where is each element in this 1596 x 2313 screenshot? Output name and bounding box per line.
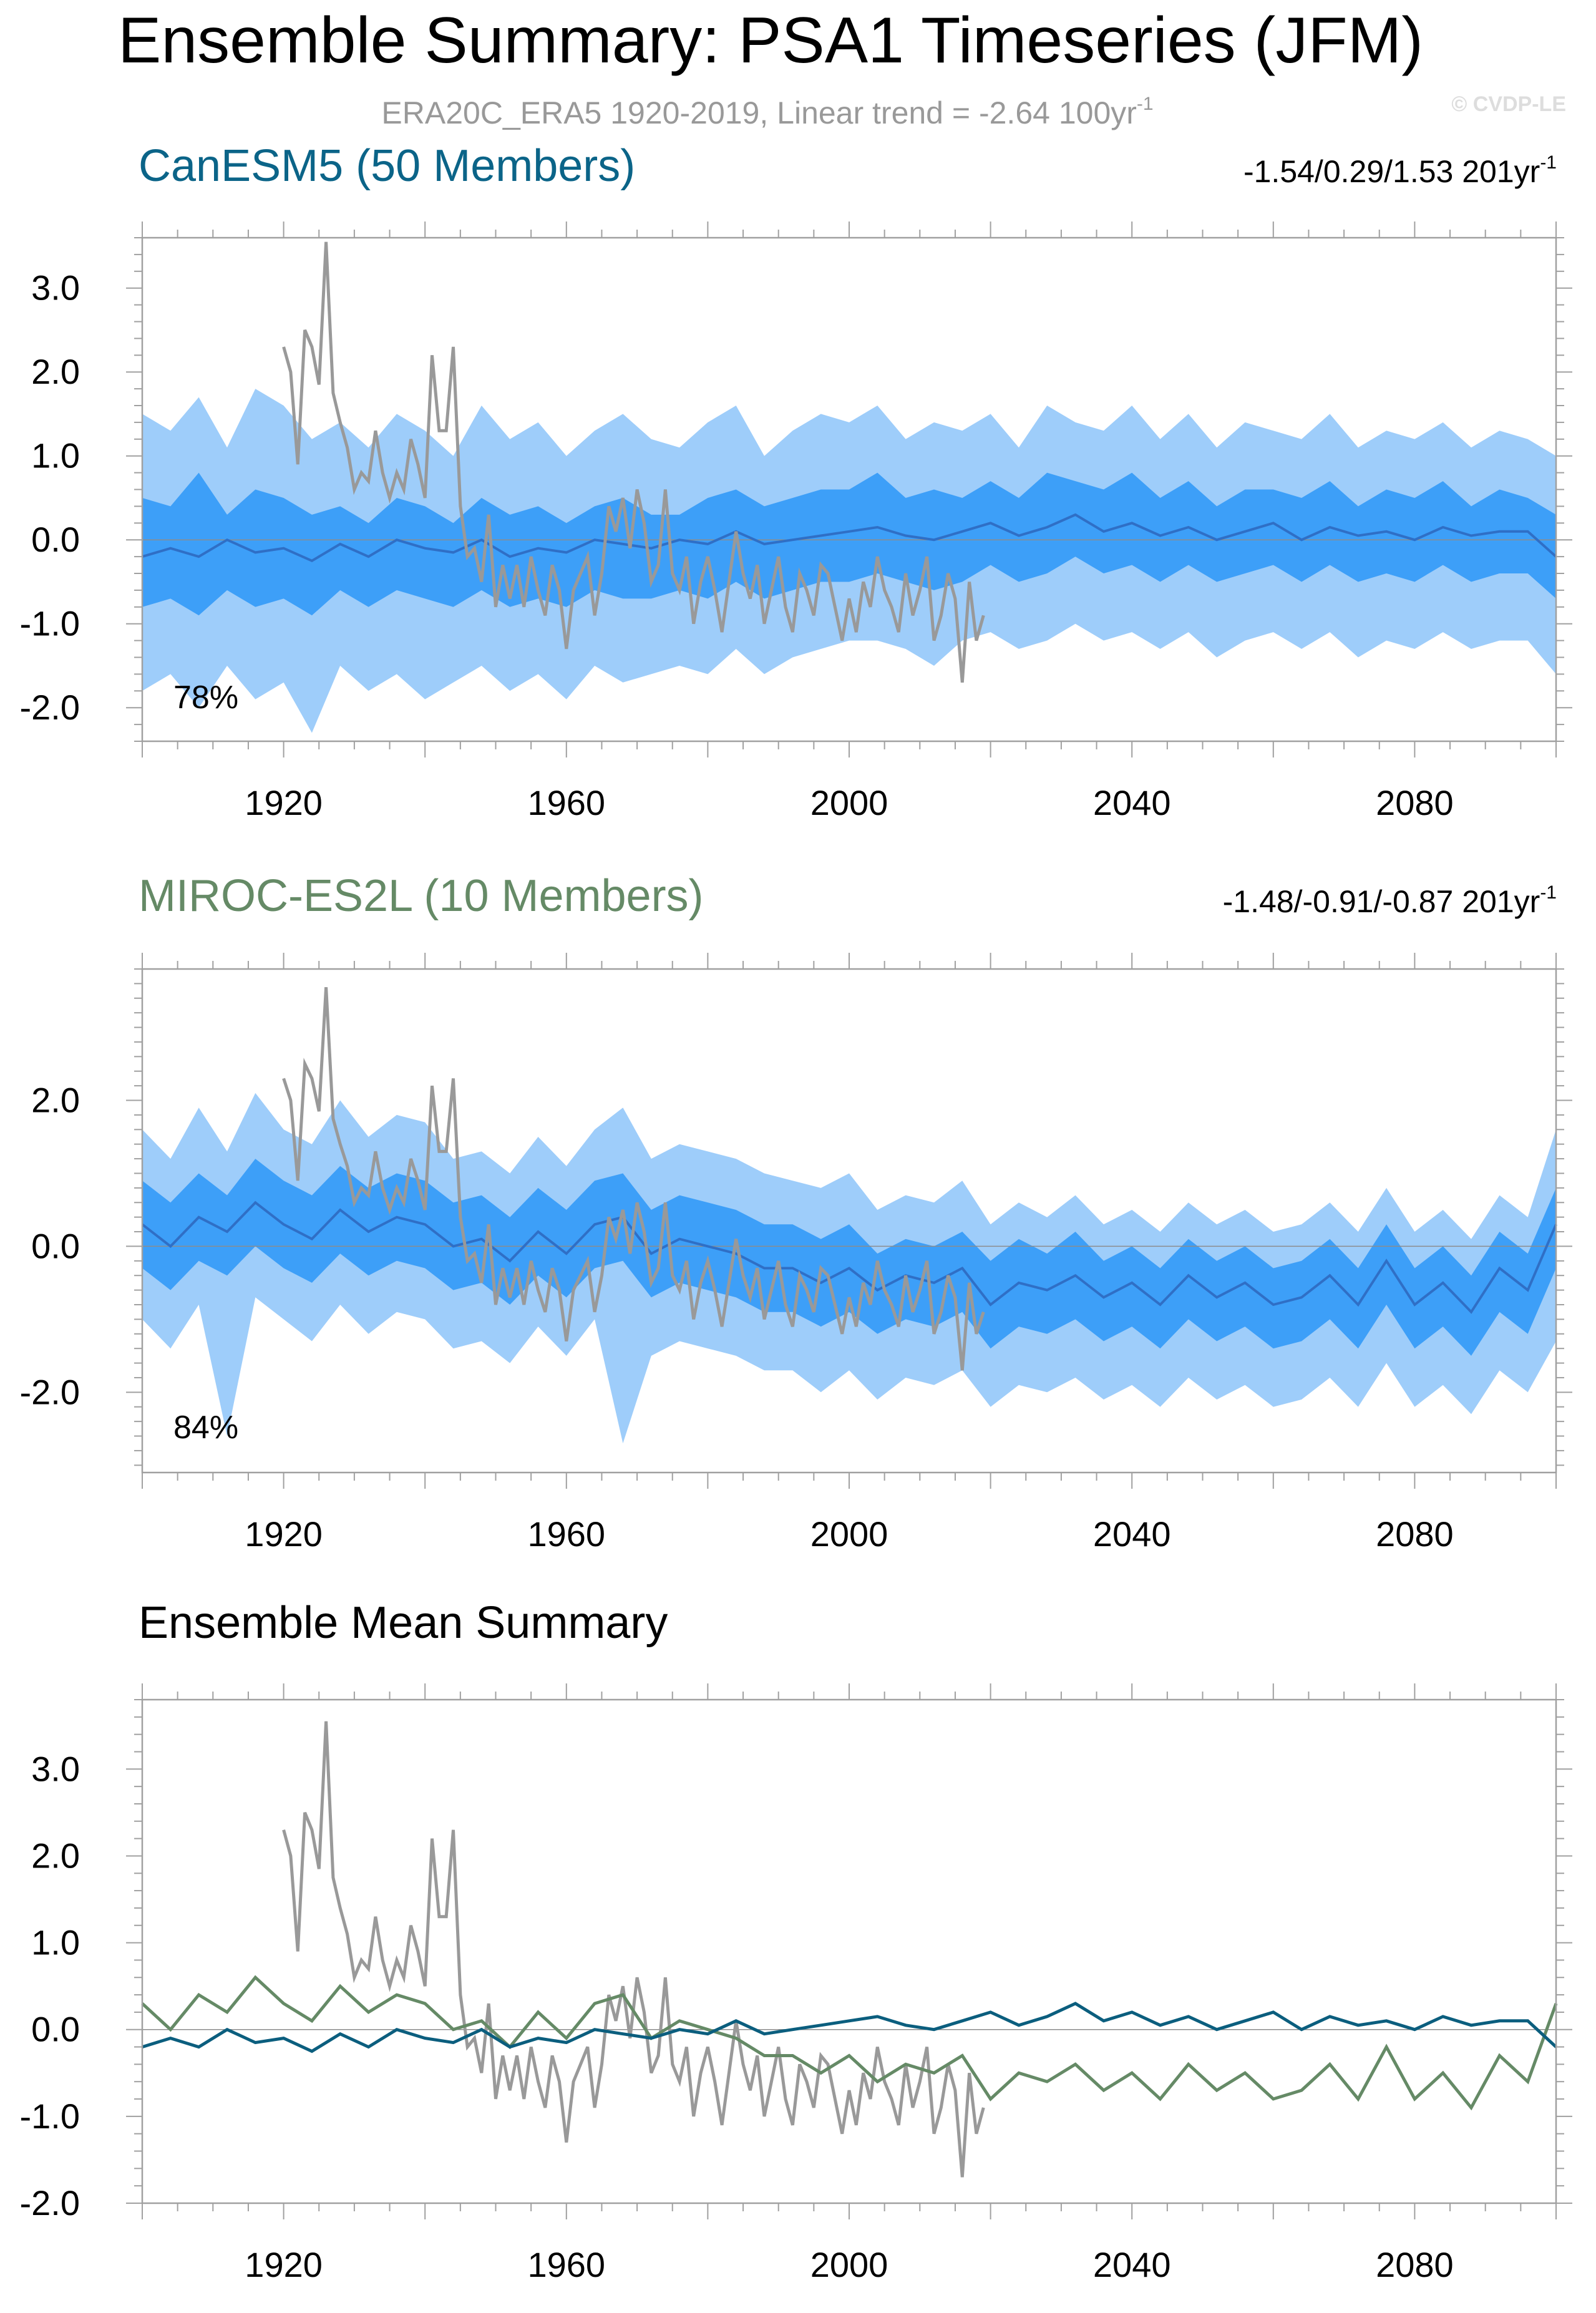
plot-frame <box>141 1698 1557 2204</box>
x-tick-label: 1920 <box>245 783 323 822</box>
figure-subtitle: ERA20C_ERA5 1920-2019, Linear trend = -2… <box>381 94 1153 130</box>
panel-miroc-trend: -1.48/-0.91/-0.87 201yr-1 <box>1223 882 1557 919</box>
x-tick-label: 2000 <box>810 1514 888 1554</box>
ensemble-mean-line <box>142 513 1557 563</box>
x-tick-label: 2080 <box>1376 1514 1454 1554</box>
x-tick-label: 1920 <box>245 2245 323 2284</box>
panel-canesm5-percent: 78% <box>173 679 238 716</box>
series-line-era20c-era5 <box>282 1721 985 2178</box>
y-tick-label: 2.0 <box>31 352 80 391</box>
y-tick-label: 0.0 <box>31 2010 80 2049</box>
y-tick-label: 3.0 <box>31 268 80 308</box>
y-tick-label: 0.0 <box>31 520 80 559</box>
x-tick-label: 2080 <box>1376 783 1454 822</box>
x-tick-label: 1920 <box>245 1514 323 1554</box>
x-tick-label: 2080 <box>1376 2245 1454 2284</box>
y-tick-label: -1.0 <box>20 604 80 643</box>
panel-miroc: MIROC-ES2L (10 Members) -1.48/-0.91/-0.8… <box>20 871 1572 1554</box>
x-tick-label: 2000 <box>810 783 888 822</box>
panel-canesm5-title: CanESM5 (50 Members) <box>139 141 635 191</box>
y-tick-label: -2.0 <box>20 2183 80 2223</box>
y-tick-label: -1.0 <box>20 2096 80 2136</box>
x-tick-label: 2040 <box>1093 783 1171 822</box>
panel-ensemble-mean-title: Ensemble Mean Summary <box>139 1598 668 1648</box>
series-line-miroc-es2l <box>141 1975 1558 2111</box>
panel-ensemble-mean: Ensemble Mean Summary 1920 1960 2000 2040 20… <box>20 1598 1572 2284</box>
watermark: © CVDP-LE <box>1451 92 1566 116</box>
panel-miroc-plot: 1920 1960 2000 2040 2080 2.0 0.0 -2.0 <box>20 953 1572 1554</box>
panel-miroc-title: MIROC-ES2L (10 Members) <box>139 871 704 921</box>
spread-band-inner <box>142 1159 1556 1356</box>
y-tick-label: 2.0 <box>31 1836 80 1875</box>
x-tick-label: 1960 <box>528 2245 606 2284</box>
y-tick-label: -2.0 <box>20 688 80 727</box>
y-tick-label: 0.0 <box>31 1226 80 1265</box>
observations-line <box>282 987 985 1371</box>
ensemble-mean-line <box>141 1200 1557 1314</box>
x-tick-label: 1960 <box>528 1514 606 1554</box>
panel-canesm5-plot: 1920 1960 2000 2040 2080 3.0 2.0 1.0 0.0 -1.0 -2.0 <box>20 222 1572 822</box>
spread-band-inner <box>142 472 1556 616</box>
x-tick-label: 1960 <box>528 783 606 822</box>
y-tick-label: -2.0 <box>20 1372 80 1411</box>
y-tick-label: 1.0 <box>31 436 80 475</box>
panel-canesm5: CanESM5 (50 Members) -1.54/0.29/1.53 201… <box>20 141 1572 822</box>
x-tick-label: 2040 <box>1093 1514 1171 1554</box>
y-tick-label: 1.0 <box>31 1923 80 1962</box>
observations-line <box>282 241 985 683</box>
x-tick-label: 2040 <box>1093 2245 1171 2284</box>
figure-title: Ensemble Summary: PSA1 Timeseries (JFM) <box>118 4 1423 77</box>
y-tick-label: 3.0 <box>31 1749 80 1788</box>
panel-miroc-percent: 84% <box>173 1410 238 1446</box>
series-line-canesm5 <box>142 2002 1557 2053</box>
y-tick-label: 2.0 <box>31 1081 80 1120</box>
panel-canesm5-trend: -1.54/0.29/1.53 201yr-1 <box>1243 152 1557 189</box>
x-tick-label: 2000 <box>810 2245 888 2284</box>
panel-ensemble-mean-plot: 1920 1960 2000 2040 2080 3.0 2.0 1.0 0.0 -1.0 -2.0 <box>20 1683 1572 2284</box>
